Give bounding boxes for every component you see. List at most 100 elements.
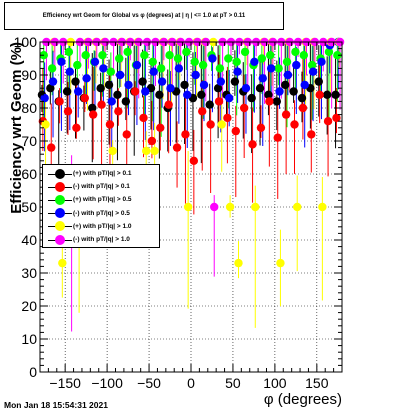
legend-label: (+) with pT/|q| > 1.0 (73, 222, 132, 230)
legend-item: (+) with pT/|q| > 1.0 (47, 220, 155, 233)
x-tick-label: 100 (263, 375, 287, 391)
data-point (46, 84, 55, 93)
data-point (214, 97, 224, 106)
data-point (264, 90, 273, 100)
data-point (63, 107, 73, 116)
data-point (291, 47, 300, 57)
y-tick-label: 70 (21, 133, 37, 149)
data-point (189, 156, 199, 165)
data-point (182, 47, 191, 57)
data-point (276, 258, 285, 268)
legend: (+) with pT/|q| > 0.1 (-) with pT/|q| > … (42, 164, 160, 248)
data-point (55, 97, 64, 106)
legend-label: (+) with pT/|q| > 0.5 (73, 196, 132, 204)
data-point (225, 202, 235, 212)
data-point (213, 84, 223, 93)
legend-label: (+) with pT/|q| > 0.1 (73, 170, 132, 178)
legend-marker-icon (55, 168, 65, 179)
data-point (47, 143, 56, 152)
data-point (216, 77, 226, 86)
y-tick-label: 30 (21, 265, 37, 281)
legend-marker-icon (55, 221, 65, 232)
data-point (272, 97, 282, 106)
data-point (65, 67, 75, 76)
data-point (234, 258, 243, 268)
data-point (82, 74, 91, 83)
data-point (240, 47, 250, 57)
data-point (71, 77, 80, 86)
data-point (332, 113, 341, 123)
data-point (231, 126, 240, 136)
data-point (223, 113, 232, 123)
data-point (265, 97, 274, 106)
data-point (333, 51, 342, 60)
data-point (197, 90, 206, 100)
data-point (293, 202, 302, 212)
data-point (208, 54, 217, 63)
data-point (150, 146, 159, 156)
data-point (290, 120, 299, 129)
y-tick-label: 60 (21, 166, 37, 182)
data-point (41, 120, 50, 129)
data-point (62, 87, 72, 96)
data-point (48, 77, 58, 86)
data-point (156, 64, 166, 73)
x-tick-label: 0 (187, 375, 195, 391)
legend-item: (-) with pT/|q| > 0.5 (47, 207, 155, 220)
data-point (210, 202, 219, 212)
data-point (239, 103, 249, 113)
data-point (107, 97, 116, 106)
data-point (165, 51, 174, 60)
data-point (139, 113, 148, 123)
data-point (64, 47, 74, 57)
data-point (58, 258, 67, 268)
data-point (281, 110, 291, 119)
data-point (47, 64, 57, 73)
y-tick-label: 90 (21, 67, 37, 83)
data-point (191, 70, 200, 80)
y-tick-label: 0 (29, 364, 37, 380)
data-point (281, 80, 290, 90)
legend-marker-icon (55, 208, 65, 219)
data-point (74, 87, 83, 96)
legend-item: (+) with pT/|q| > 0.1 (47, 167, 155, 180)
data-point (308, 67, 318, 76)
data-point (241, 84, 251, 93)
x-tick-label: −100 (91, 375, 123, 391)
data-point (130, 87, 140, 96)
y-tick-label: 10 (21, 331, 37, 347)
data-point (256, 123, 266, 132)
x-axis-label: φ (degrees) (264, 391, 342, 408)
data-point (57, 57, 66, 66)
data-point (257, 54, 267, 63)
data-point (114, 107, 123, 116)
data-point (183, 90, 192, 100)
data-point (88, 103, 97, 113)
data-point (81, 51, 90, 60)
data-point (96, 84, 105, 93)
data-point (108, 146, 117, 156)
data-point (298, 103, 308, 113)
y-axis-label: Efficiency wrt Geom (%) (8, 42, 25, 214)
data-point (315, 90, 324, 100)
data-point (282, 57, 292, 66)
legend-label: (-) with pT/|q| > 1.0 (73, 236, 130, 244)
data-point (275, 87, 284, 96)
legend-item: (-) with pT/|q| > 1.0 (47, 233, 155, 246)
data-point (297, 93, 307, 103)
data-point (251, 202, 260, 212)
data-point (255, 84, 265, 93)
data-point (314, 77, 323, 86)
data-point (90, 57, 100, 66)
data-point (206, 120, 215, 129)
data-point (322, 90, 332, 100)
x-tick-label: 150 (305, 375, 329, 391)
data-point (148, 57, 157, 66)
legend-marker-icon (55, 181, 65, 192)
data-point (299, 51, 308, 60)
legend-label: (-) with pT/|q| > 0.1 (73, 183, 130, 191)
data-point (122, 130, 131, 139)
data-point (157, 77, 167, 86)
data-point (224, 54, 233, 63)
